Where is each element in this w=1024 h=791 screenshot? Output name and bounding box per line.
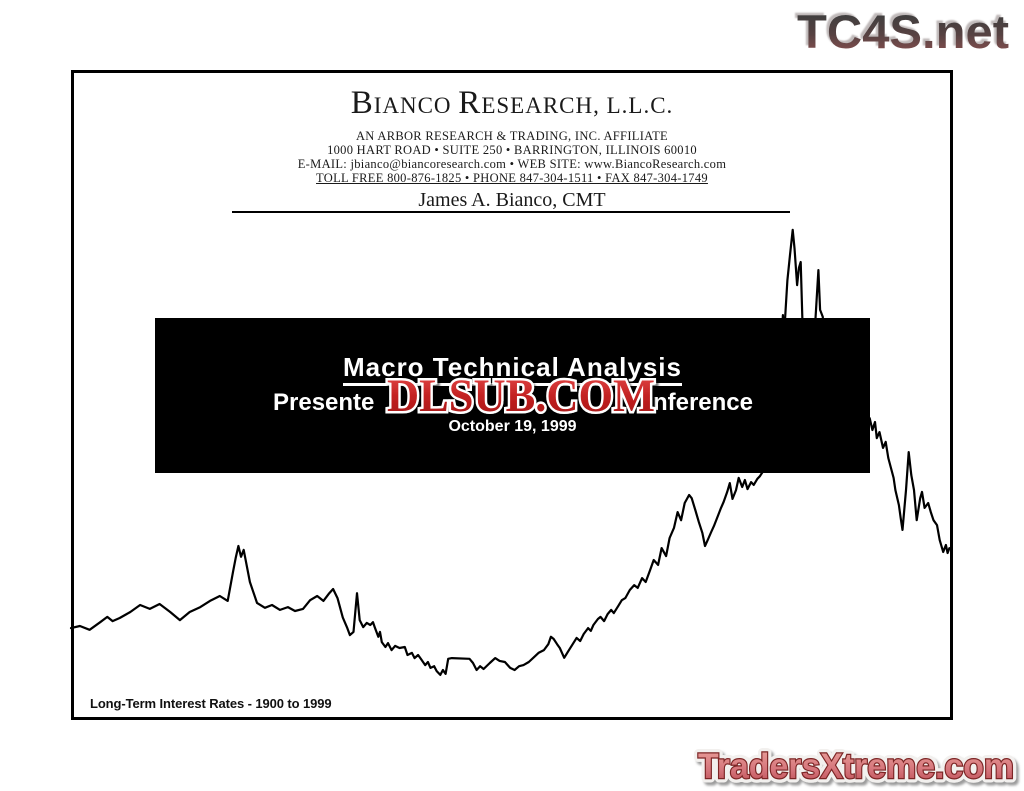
affiliate-line: AN ARBOR RESEARCH & TRADING, INC. AFFILI…: [355, 129, 668, 143]
presentation-title: Macro Technical Analysis: [342, 354, 682, 386]
page-border: [71, 70, 953, 720]
header-divider-rule: [232, 211, 790, 213]
tradersxtreme-watermark-text: TradersXtreme.com: [698, 747, 1014, 786]
subtitle-fragment-left: Presente: [273, 389, 375, 416]
tc4s-watermark: TC4S.net: [797, 5, 1009, 58]
company-name-part: ESEARCH, L.L.C.: [481, 93, 674, 118]
presentation-title-box: Macro Technical Analysis Presente nferen…: [155, 318, 870, 473]
letterhead: BIANCO RESEARCH, L.L.C. AN ARBOR RESEARC…: [71, 85, 953, 212]
company-name-part: IANCO: [373, 93, 459, 118]
company-name-initial: B: [350, 85, 374, 121]
tc4s-watermark-text: TC4S.net: [797, 5, 1009, 58]
title-row: Macro Technical Analysis: [155, 354, 870, 386]
tradersxtreme-watermark: TradersXtreme.com TradersXtreme.com: [694, 743, 1019, 791]
author-name: James A. Bianco, CMT: [418, 189, 606, 211]
presentation-date: October 19, 1999: [448, 418, 577, 435]
address-line: 1000 HART ROAD • SUITE 250 • BARRINGTON,…: [327, 143, 697, 157]
company-name-initial: R: [458, 85, 482, 121]
dlsub-watermark: DLSUB.COM: [385, 368, 658, 425]
contact-line: E-MAIL: jbianco@biancoresearch.com • WEB…: [297, 157, 727, 171]
phone-line: TOLL FREE 800-876-1825 • PHONE 847-304-1…: [316, 171, 708, 185]
chart-caption: Long-Term Interest Rates - 1900 to 1999: [90, 696, 332, 711]
tradersxtreme-watermark-outline: TradersXtreme.com: [698, 747, 1014, 786]
company-name: BIANCO RESEARCH, L.L.C.: [71, 85, 953, 124]
subtitle-fragment-right: nference: [652, 389, 753, 416]
dlsub-watermark-text: DLSUB.COM: [387, 370, 655, 422]
